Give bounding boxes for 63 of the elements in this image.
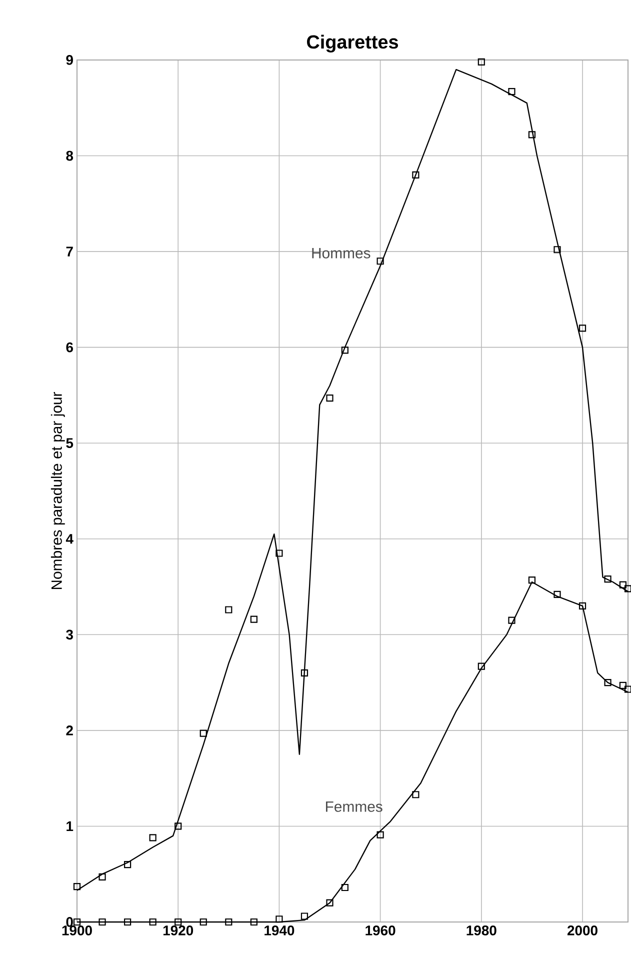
point	[528, 576, 536, 584]
point	[604, 576, 612, 583]
y-tick-label: 2	[66, 726, 73, 736]
point	[341, 884, 348, 892]
point	[604, 679, 612, 686]
point	[174, 918, 182, 926]
x-tick-label: 1960	[366, 926, 396, 936]
point	[528, 131, 536, 138]
x-tick-label: 1980	[466, 926, 496, 936]
point	[326, 394, 334, 402]
y-tick-label: 8	[66, 150, 74, 161]
chart-title: Cigarettes	[306, 34, 398, 52]
y-axis-title: Nombres paradulte et par jour	[50, 392, 65, 590]
line-series	[76, 68, 629, 891]
point	[98, 918, 106, 926]
point	[554, 246, 561, 254]
point	[250, 918, 258, 926]
point	[554, 590, 561, 598]
point	[73, 918, 81, 926]
y-tick-label: 3	[66, 630, 73, 640]
point	[341, 346, 348, 354]
point	[124, 918, 132, 926]
y-tick-label: 1	[66, 821, 74, 832]
point	[149, 834, 156, 842]
x-tick-label: 1900	[62, 926, 92, 936]
point	[276, 550, 283, 557]
point	[276, 916, 283, 923]
x-tick-label: 1940	[264, 926, 294, 936]
point	[124, 860, 132, 868]
point	[619, 682, 627, 689]
x-tick-label: 1920	[163, 926, 194, 936]
point	[250, 616, 258, 623]
y-tick-label: 4	[66, 534, 74, 544]
point	[225, 918, 232, 926]
point	[98, 873, 106, 881]
point	[73, 883, 81, 890]
point	[412, 171, 420, 178]
y-tick-label: 0	[66, 917, 73, 927]
point	[174, 822, 182, 830]
point	[200, 918, 207, 926]
point	[508, 88, 516, 96]
series-label: Femmes	[326, 801, 382, 812]
point	[619, 581, 627, 588]
point	[326, 899, 334, 906]
y-tick-label: 7	[66, 246, 73, 256]
point	[478, 58, 485, 66]
x-tick-label: 2000	[567, 926, 598, 936]
point	[300, 669, 308, 677]
point	[478, 662, 485, 670]
point	[376, 831, 384, 838]
point	[508, 616, 516, 624]
y-tick-label: 5	[66, 438, 74, 448]
series-label: Hommes	[312, 248, 370, 258]
point	[300, 912, 308, 920]
point	[578, 324, 586, 332]
point	[376, 258, 384, 265]
y-tick-label: 9	[66, 55, 73, 65]
point	[412, 791, 420, 798]
point	[200, 730, 207, 737]
point	[225, 606, 232, 614]
point	[578, 602, 586, 610]
point	[149, 918, 156, 926]
y-tick-label: 6	[66, 342, 73, 352]
